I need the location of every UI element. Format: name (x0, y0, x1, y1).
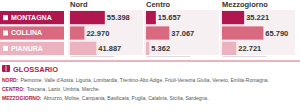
category-marker (3, 46, 8, 51)
divider (0, 61, 300, 62)
category-box (0, 42, 64, 55)
panel: 15.657 37.0675.362 (146, 11, 194, 57)
icon (2, 65, 10, 72)
chart: MONTAGNA COLLINA PIANURA Nord 55.398 22.970 41… (0, 0, 300, 112)
x-axis (147, 56, 191, 57)
x-axis (71, 56, 115, 57)
category-box (0, 26, 64, 39)
glossary: GLOSSARIO NORD:Piemonte, Valle d'Aosta, L… (0, 61, 300, 101)
x-axis (223, 56, 267, 57)
panel-title: Nord (70, 0, 88, 9)
data-label: 22.970 (86, 29, 109, 38)
category-label: MONTAGNA (11, 14, 52, 21)
panel-background (68, 10, 143, 55)
glossary-text: Toscana, Lazio, Umbria, Marche. (27, 86, 100, 92)
category-label: COLLINA (11, 29, 42, 36)
bar (70, 11, 105, 24)
panel-background (220, 10, 295, 55)
data-label: 15.657 (158, 13, 181, 22)
data-label: 65.790 (265, 29, 288, 38)
category-marker (3, 15, 8, 20)
bar (146, 26, 169, 39)
data-label: 22.721 (238, 44, 261, 53)
bar (70, 26, 84, 39)
glossary-text: Piemonte, Valle d'Aosta, Liguria, Lombar… (20, 77, 269, 83)
panel: 55.398 22.970 41.887 (70, 11, 130, 57)
category-labels: MONTAGNA COLLINA PIANURA (0, 11, 64, 55)
glossary-label: MEZZOGIORNO: (2, 95, 42, 101)
data-label: 55.398 (107, 13, 130, 22)
category-box (0, 11, 64, 24)
category-marker (3, 31, 8, 36)
glossary-entry: NORD:Piemonte, Valle d'Aosta, Liguria, L… (2, 77, 269, 83)
panel-background (144, 10, 219, 55)
bar (146, 42, 149, 55)
axis-line (223, 56, 267, 57)
bar (146, 11, 156, 24)
panel-title: Centro (146, 0, 171, 9)
data-label: 37.067 (171, 29, 194, 38)
bar (222, 26, 263, 39)
bar (222, 42, 236, 55)
glossary-label: CENTRO: (2, 86, 25, 92)
icon-detail (6, 66, 7, 72)
glossary-text: Abruzzo, Molise, Campania, Basilicata, P… (43, 95, 208, 101)
data-label: 5.362 (151, 44, 170, 53)
category-label: PIANURA (11, 45, 43, 52)
panel-title: Mezzogiorno (222, 0, 268, 9)
glossary-label: NORD: (2, 77, 19, 83)
bar (70, 42, 96, 55)
axis-line (71, 56, 115, 57)
axis-line (147, 56, 191, 57)
data-label: 41.887 (98, 44, 121, 53)
panel: 35.221 65.790 22.721 (222, 11, 288, 57)
glossary-title: GLOSSARIO (13, 65, 58, 74)
data-label: 35.221 (246, 13, 269, 22)
glossary-entry: CENTRO:Toscana, Lazio, Umbria, Marche. (2, 86, 100, 92)
bar (222, 11, 244, 24)
glossary-entry: MEZZOGIORNO:Abruzzo, Molise, Campania, B… (2, 95, 209, 101)
